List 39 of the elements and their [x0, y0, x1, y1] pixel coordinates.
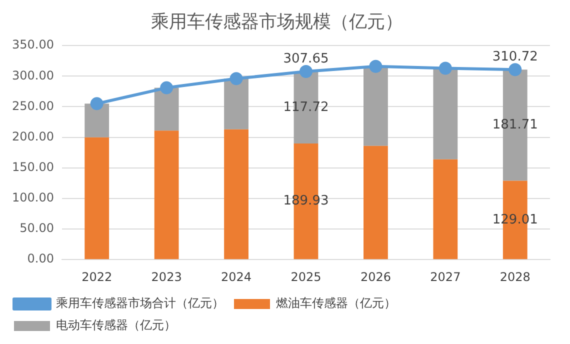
point [438, 62, 452, 75]
bar [84, 104, 110, 138]
y-tick-label: 150.00 [12, 160, 54, 174]
bar [224, 129, 248, 260]
y-tick-label: 350.00 [12, 38, 54, 52]
y-tick-label: 100.00 [12, 190, 54, 205]
legend-label: 电动车传感器（亿元） [56, 318, 176, 332]
bar [433, 159, 458, 260]
bar [364, 66, 388, 146]
bar [84, 137, 110, 260]
bar [154, 130, 179, 260]
chart-title: 乘用车传感器市场规模（亿元） [151, 11, 403, 32]
data-label: 117.72 [283, 100, 329, 115]
x-tick-label: 2023 [151, 270, 182, 284]
bar [224, 78, 248, 130]
bar [364, 146, 388, 260]
legend-label: 乘用车传感器市场合计（亿元） [56, 296, 224, 310]
y-tick-label: 300.00 [12, 68, 54, 82]
point [230, 72, 243, 86]
x-tick-label: 2024 [221, 270, 252, 284]
bar [433, 68, 458, 160]
point [90, 97, 104, 110]
y-tick-label: 50.00 [20, 221, 54, 236]
point [369, 60, 382, 73]
data-label: 307.65 [283, 51, 329, 66]
x-tick-label: 2025 [290, 270, 322, 284]
point [508, 63, 522, 76]
y-tick-label: 250.00 [12, 98, 54, 113]
bar [154, 88, 179, 131]
data-label: 310.72 [492, 49, 538, 64]
y-tick-label: 0.00 [27, 252, 54, 266]
x-tick-label: 2026 [360, 270, 391, 284]
x-tick-label: 2022 [82, 270, 112, 284]
legend-label: 燃油车传感器（亿元） [276, 296, 396, 310]
point [160, 81, 174, 94]
x-tick-label: 2027 [430, 270, 461, 284]
x-tick-label: 2028 [500, 270, 530, 284]
y-tick-label: 200.00 [12, 129, 54, 144]
point [299, 64, 312, 78]
